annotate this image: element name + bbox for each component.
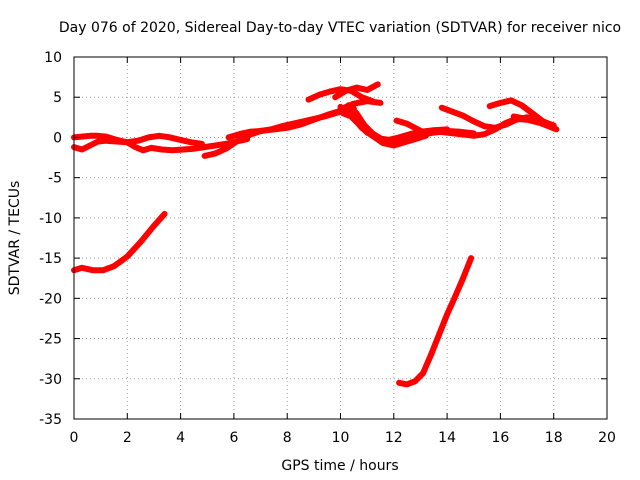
y-tick-label: -25 (39, 332, 62, 348)
y-axis-title: SDTVAR / TECUs (7, 181, 23, 296)
series-line-s3 (71, 132, 205, 153)
y-tick-label: -30 (39, 372, 62, 388)
series-line-s4 (71, 132, 155, 154)
x-tick-label: 20 (598, 430, 616, 446)
data-series (71, 81, 560, 388)
x-tick-label: 14 (438, 430, 456, 446)
y-tick-label: 10 (44, 50, 62, 66)
x-tick-label: 10 (332, 430, 350, 446)
x-tick-label: 8 (283, 430, 292, 446)
y-tick-label: -35 (39, 412, 62, 428)
series-line-s13 (337, 103, 429, 149)
x-tick-label: 16 (491, 430, 509, 446)
x-tick-label: 18 (545, 430, 563, 446)
axis-ticks: 0 2 4 6 8 10 12 14 16 18 20 -35 -30 -25 -20 -15 -10 -5 0 5 1… (39, 50, 616, 446)
series-line-s8 (305, 86, 376, 105)
series-line-s9 (332, 81, 381, 101)
y-tick-label: -10 (39, 211, 62, 227)
y-tick-label: -5 (48, 171, 62, 187)
x-tick-label: 12 (385, 430, 403, 446)
series-line-s18 (510, 113, 560, 133)
x-tick-label: 6 (229, 430, 238, 446)
x-tick-label: 2 (123, 430, 132, 446)
series-line-s7 (225, 107, 349, 141)
y-tick-label: 5 (53, 90, 62, 106)
y-tick-label: -20 (39, 291, 62, 307)
y-tick-label: -15 (39, 251, 62, 267)
y-tick-label: 0 (53, 130, 62, 146)
x-tick-label: 0 (70, 430, 79, 446)
chart-title: Day 076 of 2020, Sidereal Day-to-day VTE… (59, 20, 621, 36)
x-axis-title: GPS time / hours (281, 458, 398, 474)
series-line-s1 (71, 210, 168, 274)
series-line-s2 (396, 255, 475, 388)
x-tick-label: 4 (176, 430, 185, 446)
series-line-s14 (393, 117, 429, 137)
